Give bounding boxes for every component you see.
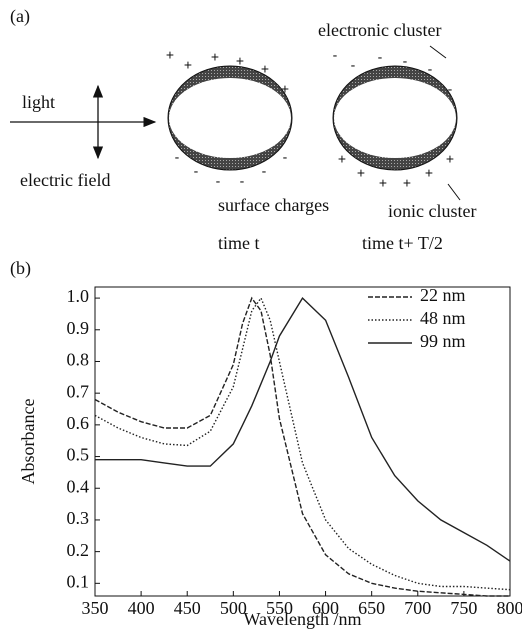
charge-sign: - <box>378 49 383 65</box>
leader <box>429 45 447 59</box>
field-label: electric field <box>20 170 110 190</box>
charge-sign: + <box>446 151 454 167</box>
ionic-cluster-label: ionic cluster <box>388 201 476 221</box>
y-tick-label: 0.4 <box>67 476 90 496</box>
x-axis-label: Wavelength /nm <box>243 609 361 629</box>
y-tick-label: 0.6 <box>67 413 90 433</box>
y-tick-label: 0.1 <box>67 571 90 591</box>
legend-label: 22 nm <box>420 285 466 305</box>
y-tick-label: 1.0 <box>67 286 90 306</box>
charge-sign: + <box>379 175 387 191</box>
charge-sign: + <box>166 47 174 63</box>
charge-sign: - <box>175 149 180 165</box>
y-tick-label: 0.8 <box>67 350 90 370</box>
charge-sign: + <box>338 151 346 167</box>
charge-sign: + <box>211 49 219 65</box>
leader <box>447 183 461 201</box>
charge-sign: - <box>403 53 408 69</box>
light-label: light <box>22 92 55 112</box>
charge-sign: - <box>283 149 288 165</box>
series-line <box>95 296 511 562</box>
charge-sign: + <box>403 175 411 191</box>
y-tick-label: 0.3 <box>67 508 90 528</box>
x-tick-label: 650 <box>358 598 385 618</box>
electronic-cluster-label: electronic cluster <box>318 20 441 40</box>
x-tick-label: 750 <box>450 598 477 618</box>
time-label: time t <box>218 233 260 253</box>
y-tick-label: 0.5 <box>67 445 90 465</box>
x-tick-label: 400 <box>128 598 155 618</box>
charge-sign: - <box>428 61 433 77</box>
surface-charges-label: surface charges <box>218 195 329 215</box>
y-tick-label: 0.7 <box>67 381 90 401</box>
particle-core <box>169 78 291 158</box>
x-tick-label: 350 <box>82 598 109 618</box>
x-tick-label: 500 <box>220 598 247 618</box>
x-tick-label: 700 <box>404 598 431 618</box>
charge-sign: + <box>261 61 269 77</box>
diagram: (a) light electric field electronic clus… <box>10 6 476 253</box>
charge-sign: - <box>262 163 267 179</box>
charge-sign: - <box>333 47 338 63</box>
series-line <box>94 296 511 591</box>
charge-sign: - <box>216 173 221 189</box>
legend-label: 48 nm <box>420 308 466 328</box>
x-tick-label: 600 <box>312 598 339 618</box>
y-axis-label: Absorbance <box>18 399 38 485</box>
legend-label: 99 nm <box>420 331 466 351</box>
x-tick-label: 550 <box>266 598 293 618</box>
particle-core <box>334 78 456 158</box>
y-tick-label: 0.2 <box>67 540 90 560</box>
panel-label: (b) <box>10 258 31 279</box>
charge-sign: + <box>281 81 289 97</box>
charge-sign: + <box>236 53 244 69</box>
charge-sign: + <box>357 165 365 181</box>
charge-sign: + <box>425 165 433 181</box>
charge-sign: - <box>448 81 453 97</box>
x-tick-label: 450 <box>174 598 201 618</box>
charge-sign: - <box>194 163 199 179</box>
series-line <box>94 296 510 597</box>
charge-sign: + <box>184 57 192 73</box>
plot-frame <box>94 286 511 597</box>
panel-label: (a) <box>10 6 30 27</box>
charge-sign: - <box>240 173 245 189</box>
time-label: time t+ T/2 <box>362 233 443 253</box>
y-tick-label: 0.9 <box>67 318 90 338</box>
x-tick-label: 800 <box>497 598 522 618</box>
charge-sign: - <box>351 57 356 73</box>
